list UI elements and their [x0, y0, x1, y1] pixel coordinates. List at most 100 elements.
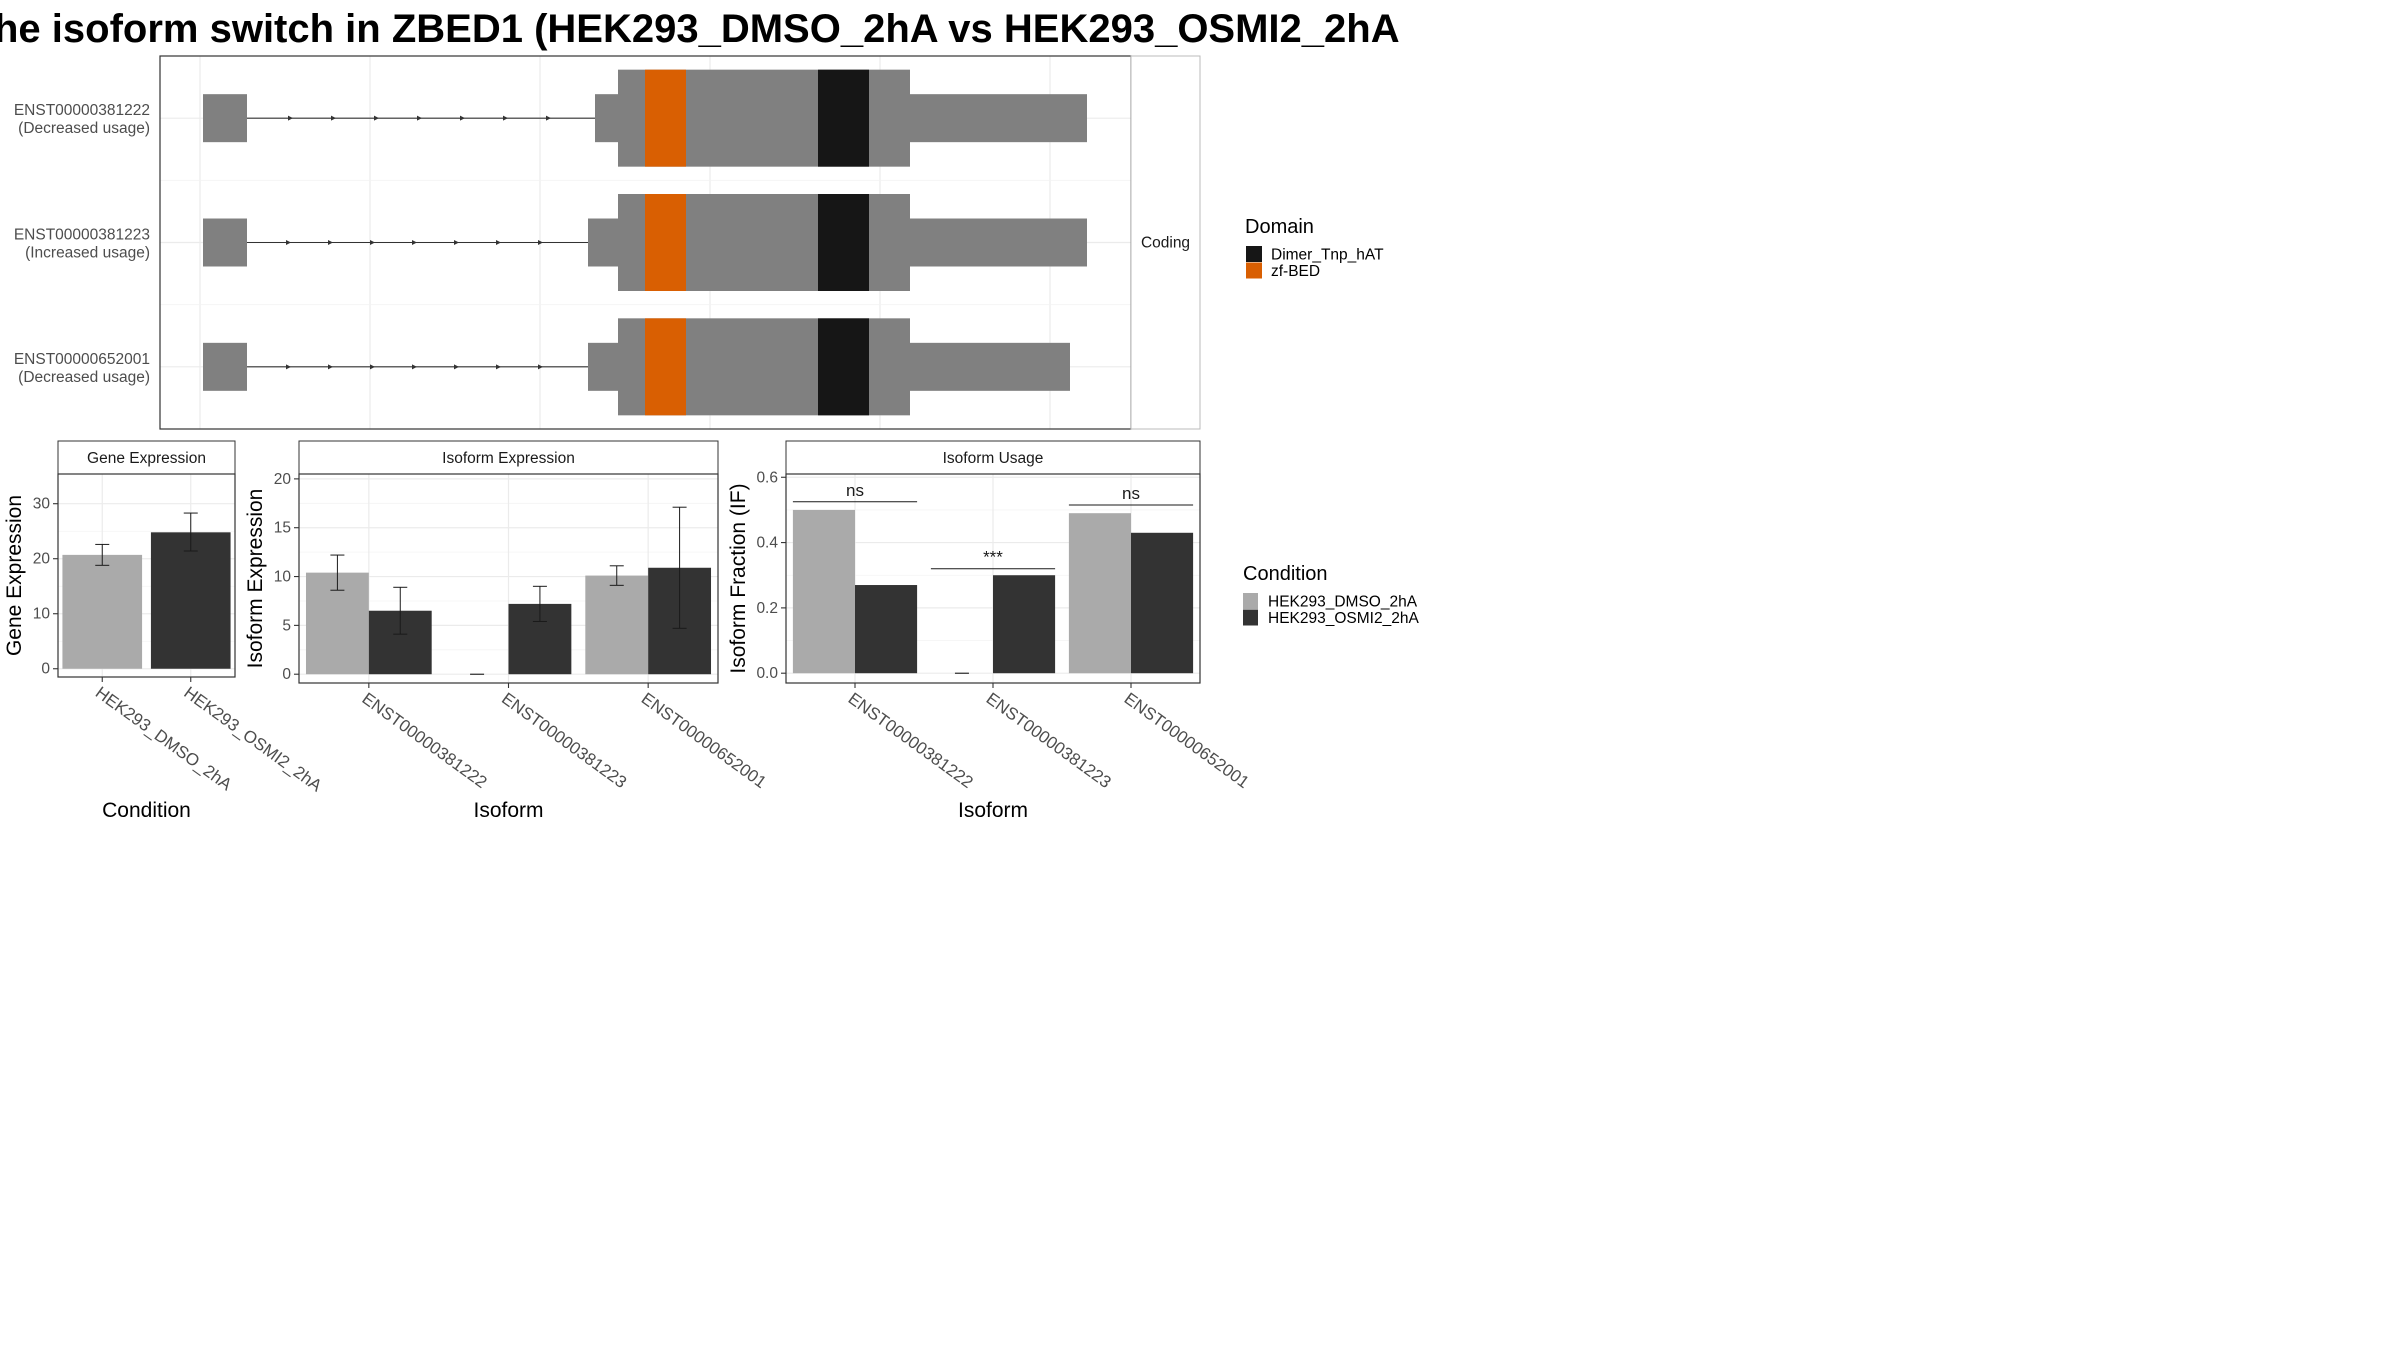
isoform-expression-panel: Isoform Expression 0 5 10 15 20 ENST0000038122…: [244, 440, 770, 822]
intron-arrow: [460, 115, 465, 121]
intron-arrow: [370, 364, 375, 370]
gene-expression-panel: Gene Expression0102030HEK293_DMSO_2hAHEK…: [3, 440, 326, 822]
intron-arrow: [496, 240, 501, 245]
y-tick-label: 15: [274, 520, 291, 537]
bar: [1131, 532, 1194, 674]
intron-arrow: [328, 240, 333, 245]
figure-title: he isoform switch in ZBED1 (HEK293_DMSO_…: [0, 7, 1400, 51]
transcript-usage-label: (Decreased usage): [18, 120, 150, 137]
intron-arrow: [288, 115, 293, 121]
y-axis-title: Isoform Fraction (IF): [727, 483, 750, 673]
bar: [855, 585, 918, 674]
exon-first: [203, 218, 247, 267]
domain-dimer-tnp-hat: [818, 194, 869, 291]
facet-strip-right: [1130, 55, 1201, 430]
domain-legend-label: zf-BED: [1271, 263, 1320, 280]
intron-arrow: [331, 115, 336, 121]
intron-arrow: [538, 240, 543, 245]
panel-strip-title: Gene Expression: [87, 450, 206, 467]
facet-strip-label: Coding: [1141, 235, 1190, 252]
transcript-id-label: ENST00000652001: [14, 351, 150, 368]
intron-arrow: [546, 115, 551, 121]
intron-arrow: [454, 240, 459, 245]
x-tick-label: ENST00000381223: [498, 689, 630, 792]
y-tick-label: 0.0: [756, 665, 778, 682]
x-tick-label: ENST00000652001: [1121, 689, 1253, 792]
panel-strip: [298, 440, 719, 475]
transcript-id-label: ENST00000381223: [14, 227, 150, 244]
bar: [993, 575, 1056, 674]
transcript-ENST00000652001: [203, 318, 1070, 416]
intron-arrow: [503, 115, 508, 121]
condition-legend-key: [1243, 609, 1258, 626]
intron-arrow: [496, 364, 501, 370]
domain-dimer-tnp-hat: [818, 69, 869, 167]
y-tick-label: 20: [33, 551, 51, 568]
bar: [1068, 513, 1131, 674]
x-tick-label: ENST00000381222: [845, 689, 977, 792]
exon-first: [203, 94, 247, 143]
y-tick-label: 30: [33, 496, 51, 513]
condition-legend-label: HEK293_DMSO_2hA: [1268, 594, 1418, 611]
domain-zf-bed: [645, 194, 686, 291]
intron-arrow: [328, 364, 333, 370]
domain-legend-label: Dimer_Tnp_hAT: [1271, 247, 1384, 264]
x-tick-label: ENST00000381223: [983, 689, 1115, 792]
intron-arrow: [454, 364, 459, 370]
transcript-usage-label: (Increased usage): [25, 245, 150, 262]
y-tick-label: 0.2: [756, 600, 778, 617]
intron-arrow: [412, 364, 417, 370]
domain-zf-bed: [645, 318, 686, 416]
panel-border: [57, 473, 236, 678]
y-tick-label: 0: [282, 666, 291, 683]
y-tick-label: 10: [274, 569, 292, 586]
y-tick-label: 5: [282, 617, 291, 634]
y-tick-label: 0.4: [756, 535, 778, 552]
x-axis-title: Isoform: [473, 799, 543, 822]
y-axis-title: Isoform Expression: [244, 489, 267, 669]
bar: [792, 509, 855, 674]
panel-strip-title: Isoform Expression: [442, 450, 575, 467]
intron-arrow: [412, 240, 417, 245]
bar: [150, 532, 231, 669]
intron-arrow: [374, 115, 379, 121]
condition-legend-label: HEK293_OSMI2_2hA: [1268, 610, 1419, 627]
panel-strip: [57, 440, 236, 475]
exon-first: [203, 342, 247, 391]
significance-label: ***: [983, 548, 1003, 567]
y-tick-label: 10: [33, 606, 51, 623]
domain-legend-title: Domain: [1245, 216, 1314, 238]
transcript-ENST00000381223: [203, 194, 1087, 291]
bar: [585, 575, 649, 675]
x-axis-title: Isoform: [958, 799, 1028, 822]
condition-legend-key: [1243, 593, 1258, 609]
y-tick-label: 20: [274, 471, 292, 488]
transcript-panel: ENST00000381222(Decreased usage)ENST0000…: [14, 55, 1201, 430]
intron-arrow: [286, 240, 291, 245]
transcript-usage-label: (Decreased usage): [18, 369, 150, 386]
x-tick-label: ENST00000381222: [358, 689, 490, 792]
y-axis-title: Gene Expression: [3, 495, 26, 656]
transcript-ENST00000381222: [203, 69, 1087, 167]
transcript-id-label: ENST00000381222: [14, 102, 150, 119]
intron-arrow: [286, 364, 291, 370]
intron-arrow: [417, 115, 422, 121]
y-tick-label: 0.6: [756, 469, 778, 486]
domain-zf-bed: [645, 69, 686, 167]
domain-legend-key: [1246, 262, 1262, 279]
intron-arrow: [370, 240, 375, 245]
significance-label: ns: [1122, 484, 1140, 503]
condition-legend-title: Condition: [1243, 563, 1328, 585]
domain-legend-key: [1246, 246, 1262, 262]
x-tick-label: HEK293_OSMI2_2hA: [180, 683, 325, 796]
intron-arrow: [538, 364, 543, 370]
x-axis-title: Condition: [102, 799, 191, 822]
panel-strip-title: Isoform Usage: [943, 450, 1044, 467]
isoform-usage-panel: Isoform Usage 0.0 0.2 0.4 0.6 ns *** ns ENST0000…: [727, 440, 1253, 822]
significance-label: ns: [846, 481, 864, 500]
x-tick-label: ENST00000652001: [638, 689, 770, 792]
bar: [62, 554, 143, 669]
domain-dimer-tnp-hat: [818, 318, 869, 416]
